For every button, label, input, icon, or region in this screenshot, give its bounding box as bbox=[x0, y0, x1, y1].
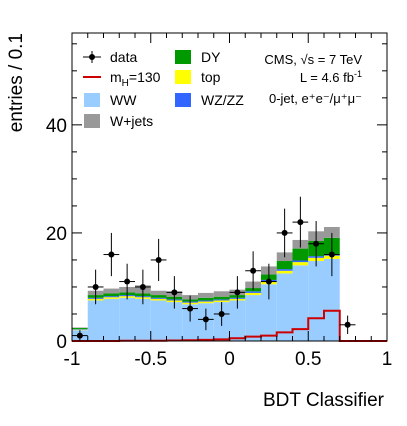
bar-ww-16 bbox=[324, 258, 340, 341]
bar-ww-1 bbox=[87, 300, 104, 341]
legend-swatch-top bbox=[175, 70, 191, 84]
annotation-lumi: L = 4.6 fb-1 bbox=[300, 69, 362, 85]
bar-ww-11 bbox=[245, 295, 261, 341]
x-tick-label: -0.5 bbox=[134, 349, 167, 370]
tick-labels: -1 -0.5 0 0.5 1 0 20 40 bbox=[46, 116, 392, 370]
bar-wz-zz-13 bbox=[276, 269, 293, 271]
data-point-15 bbox=[313, 240, 320, 247]
data-point-12 bbox=[265, 278, 272, 285]
annotation-channel: 0-jet, e⁺e⁻/μ⁺μ⁻ bbox=[269, 91, 362, 106]
bar-w-jets-5 bbox=[150, 290, 167, 296]
x-tick-label: 0 bbox=[224, 349, 235, 370]
legend-label-dy: DY bbox=[201, 49, 221, 65]
bar-wz-zz-11 bbox=[245, 291, 261, 293]
data-point-10 bbox=[234, 289, 241, 296]
legend-label-mh-130: mH=130 bbox=[110, 69, 161, 89]
data-point-5 bbox=[155, 256, 162, 263]
data-point-9 bbox=[218, 310, 225, 317]
bar-top-14 bbox=[292, 262, 309, 266]
legend-label-top: top bbox=[201, 69, 221, 85]
data-point-7 bbox=[187, 305, 194, 312]
legend-swatch-wz-zz bbox=[175, 93, 191, 107]
bar-wz-zz-14 bbox=[292, 260, 309, 263]
legend-swatch-w-jets bbox=[84, 114, 100, 128]
data-points bbox=[72, 196, 356, 341]
data-point-2 bbox=[108, 251, 115, 258]
legend-label-ww: WW bbox=[110, 92, 137, 108]
bar-ww-15 bbox=[308, 261, 324, 341]
bar-ww-6 bbox=[166, 302, 183, 341]
annotation-cms: CMS, √s = 7 TeV bbox=[264, 52, 362, 67]
legend-swatch-dy bbox=[175, 50, 191, 64]
bar-top-2 bbox=[103, 297, 120, 299]
data-point-0 bbox=[76, 332, 83, 339]
data-point-3 bbox=[124, 278, 131, 285]
bar-top-9 bbox=[213, 300, 230, 303]
x-tick-label: 1 bbox=[382, 349, 393, 370]
bar-ww-13 bbox=[276, 273, 293, 341]
x-tick-label: -1 bbox=[64, 349, 81, 370]
bar-ww-3 bbox=[119, 297, 135, 341]
bar-wz-zz-9 bbox=[213, 299, 230, 301]
annotation-lumi-main: L = 4.6 fb bbox=[300, 70, 354, 85]
annotation-lumi-sup: -1 bbox=[354, 69, 362, 79]
bar-top-11 bbox=[245, 292, 261, 296]
x-tick-label: 0.5 bbox=[295, 349, 321, 370]
data-point-8 bbox=[202, 316, 209, 323]
data-point-16 bbox=[328, 251, 335, 258]
bar-dy-14 bbox=[292, 248, 309, 261]
data-point-1 bbox=[92, 283, 99, 290]
axes-frame bbox=[71, 32, 388, 342]
data-point-4 bbox=[139, 283, 146, 290]
bar-wz-zz-0 bbox=[72, 329, 88, 330]
bar-dy-9 bbox=[213, 296, 230, 300]
bar-top-5 bbox=[150, 298, 167, 301]
bar-w-jets-9 bbox=[213, 291, 230, 297]
legend-label-wz-zz: WZ/ZZ bbox=[201, 92, 244, 108]
y-axis-label: entries / 0.1 bbox=[6, 33, 27, 132]
data-point-11 bbox=[250, 267, 257, 274]
data-point-14 bbox=[297, 219, 304, 226]
legend-swatch-ww bbox=[84, 93, 100, 107]
bar-w-jets-16 bbox=[324, 226, 340, 238]
bar-dy-2 bbox=[103, 293, 120, 297]
x-axis-label: BDT Classifier bbox=[263, 390, 385, 411]
data-point-17 bbox=[344, 321, 351, 328]
bar-ww-10 bbox=[229, 300, 246, 341]
legend-marker-data bbox=[89, 54, 95, 60]
y-tick-label: 0 bbox=[56, 332, 67, 353]
bar-ww-2 bbox=[103, 298, 120, 341]
bar-w-jets-2 bbox=[103, 288, 120, 294]
y-tick-label: 20 bbox=[46, 224, 67, 245]
annotation: CMS, √s = 7 TeV L = 4.6 fb-1 0-jet, e⁺e⁻… bbox=[264, 52, 362, 106]
bar-ww-14 bbox=[292, 265, 309, 341]
bar-dy-5 bbox=[150, 295, 167, 298]
bar-wz-zz-2 bbox=[103, 296, 120, 298]
bar-top-0 bbox=[72, 329, 88, 331]
legend-label-data: data bbox=[110, 49, 137, 65]
bar-dy-8 bbox=[198, 297, 214, 301]
bar-wz-zz-8 bbox=[198, 300, 214, 302]
bar-top-8 bbox=[198, 301, 214, 304]
bar-ww-12 bbox=[261, 284, 277, 341]
y-tick-label: 40 bbox=[46, 116, 67, 137]
bar-ww-7 bbox=[182, 304, 198, 341]
bar-wz-zz-5 bbox=[150, 297, 167, 299]
data-point-6 bbox=[171, 289, 178, 296]
bar-ww-4 bbox=[135, 298, 151, 341]
legend-label-w-jets: W+jets bbox=[110, 113, 153, 129]
legend: data mH=130 WW W+jets DY top WZ/ZZ bbox=[83, 49, 244, 129]
data-point-13 bbox=[281, 229, 288, 236]
bar-w-jets-0 bbox=[72, 327, 88, 329]
bar-dy-0 bbox=[72, 328, 88, 330]
bar-ww-5 bbox=[150, 300, 167, 341]
bar-dy-13 bbox=[276, 261, 293, 270]
bar-w-jets-8 bbox=[198, 292, 214, 298]
bar-top-13 bbox=[276, 270, 293, 274]
